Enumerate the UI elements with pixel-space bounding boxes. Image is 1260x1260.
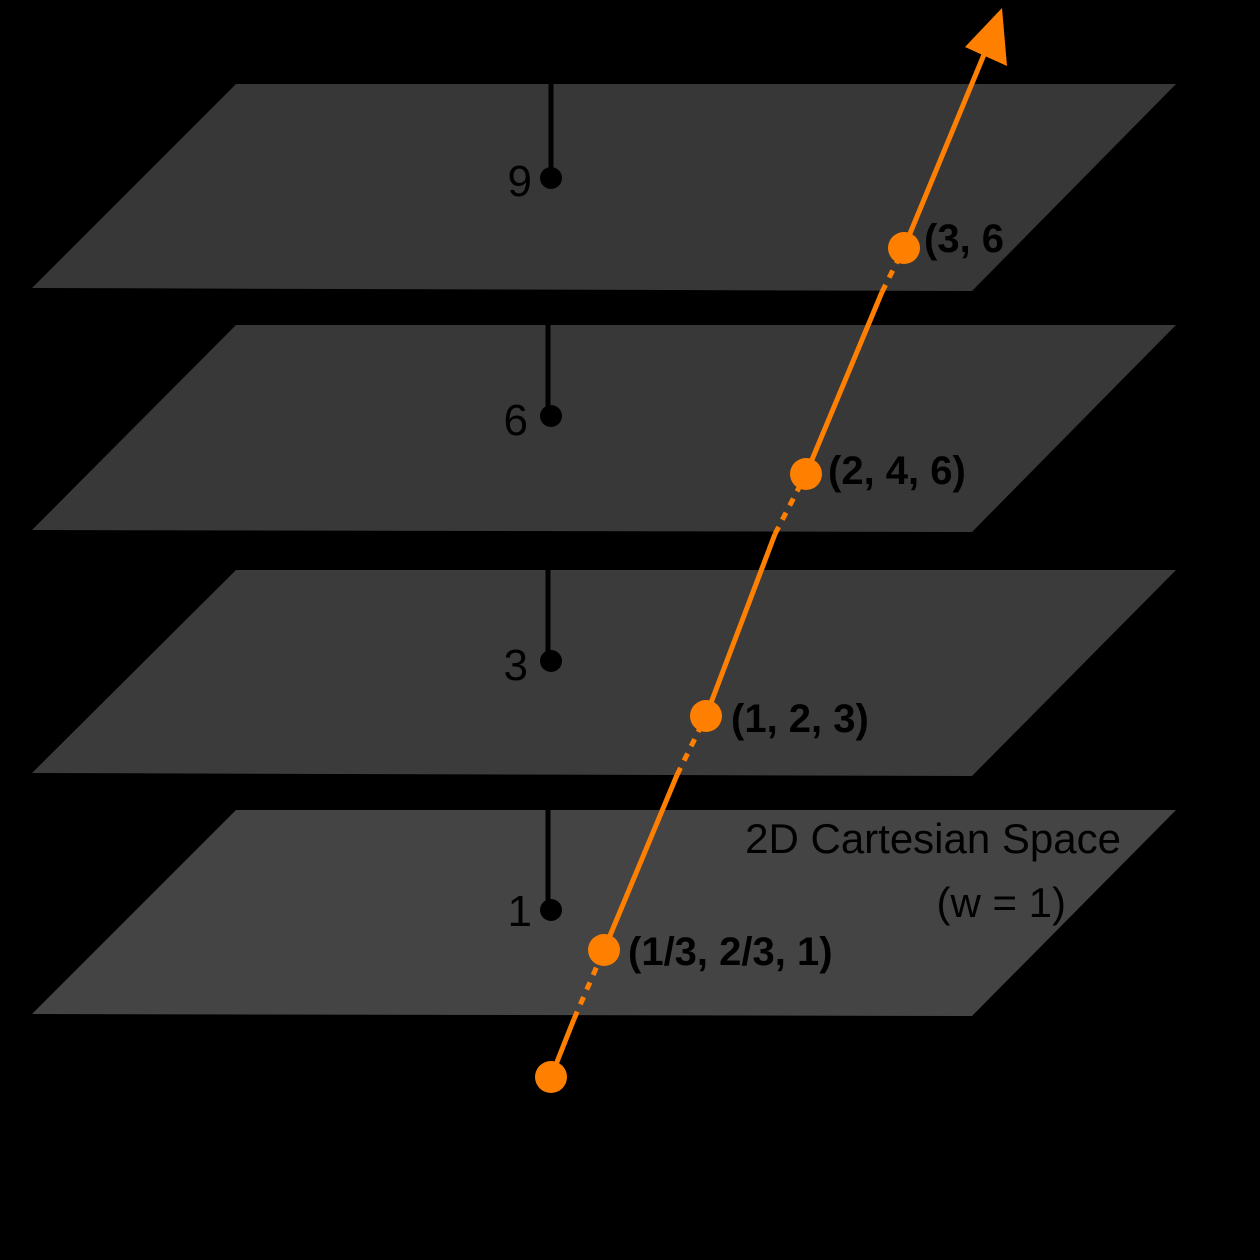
- w-label-6: 6: [504, 396, 528, 445]
- w-axis-dot: [540, 405, 562, 427]
- plane-w6-surface: [32, 325, 1176, 532]
- plane-subtitle: (w = 1): [936, 879, 1066, 926]
- w-label-3: 3: [504, 641, 528, 690]
- w-axis-dot: [540, 167, 562, 189]
- plane-w9-surface: [32, 84, 1176, 291]
- plane-w9: 9: [32, 84, 1176, 291]
- ray-segment: [901, 39, 993, 249]
- point-label-3-6: (3, 6: [924, 217, 1004, 261]
- intersection-point: [690, 700, 722, 732]
- plane-title: 2D Cartesian Space: [745, 815, 1121, 862]
- plane-w3-surface: [32, 570, 1176, 776]
- ray-hidden-segment: [571, 949, 607, 1020]
- point-label-2-4-6: (2, 4, 6): [828, 449, 966, 493]
- intersection-point: [888, 232, 920, 264]
- ray-hidden-segment: [772, 472, 809, 536]
- w-axis-dot: [540, 899, 562, 921]
- ray-segment: [803, 291, 885, 475]
- ray-segment: [601, 774, 680, 951]
- plane-w1: 1 2D Cartesian Space (w = 1): [32, 810, 1176, 1016]
- intersection-w6: (2, 4, 6): [790, 449, 966, 493]
- ray-origin-point: [535, 1061, 567, 1093]
- point-label-1-2-3: (1, 2, 3): [731, 697, 869, 741]
- projection-ray: [535, 8, 1007, 1093]
- intersection-point: [790, 458, 822, 490]
- intersection-w3: (1, 2, 3): [690, 697, 869, 741]
- intersection-w9: (3, 6: [888, 217, 1004, 264]
- intersection-point: [588, 934, 620, 966]
- plane-w6: 6: [32, 325, 1176, 532]
- intersection-w1: (1/3, 2/3, 1): [588, 930, 833, 974]
- ray-segment: [703, 533, 778, 717]
- point-label-cartesian: (1/3, 2/3, 1): [628, 930, 833, 974]
- w-axis-dot: [540, 650, 562, 672]
- ray-arrowhead-icon: [965, 8, 1007, 66]
- w-label-1: 1: [508, 887, 532, 936]
- plane-w3: 3: [32, 570, 1176, 776]
- w-label-9: 9: [508, 157, 532, 206]
- plane-w1-surface: [32, 810, 1176, 1016]
